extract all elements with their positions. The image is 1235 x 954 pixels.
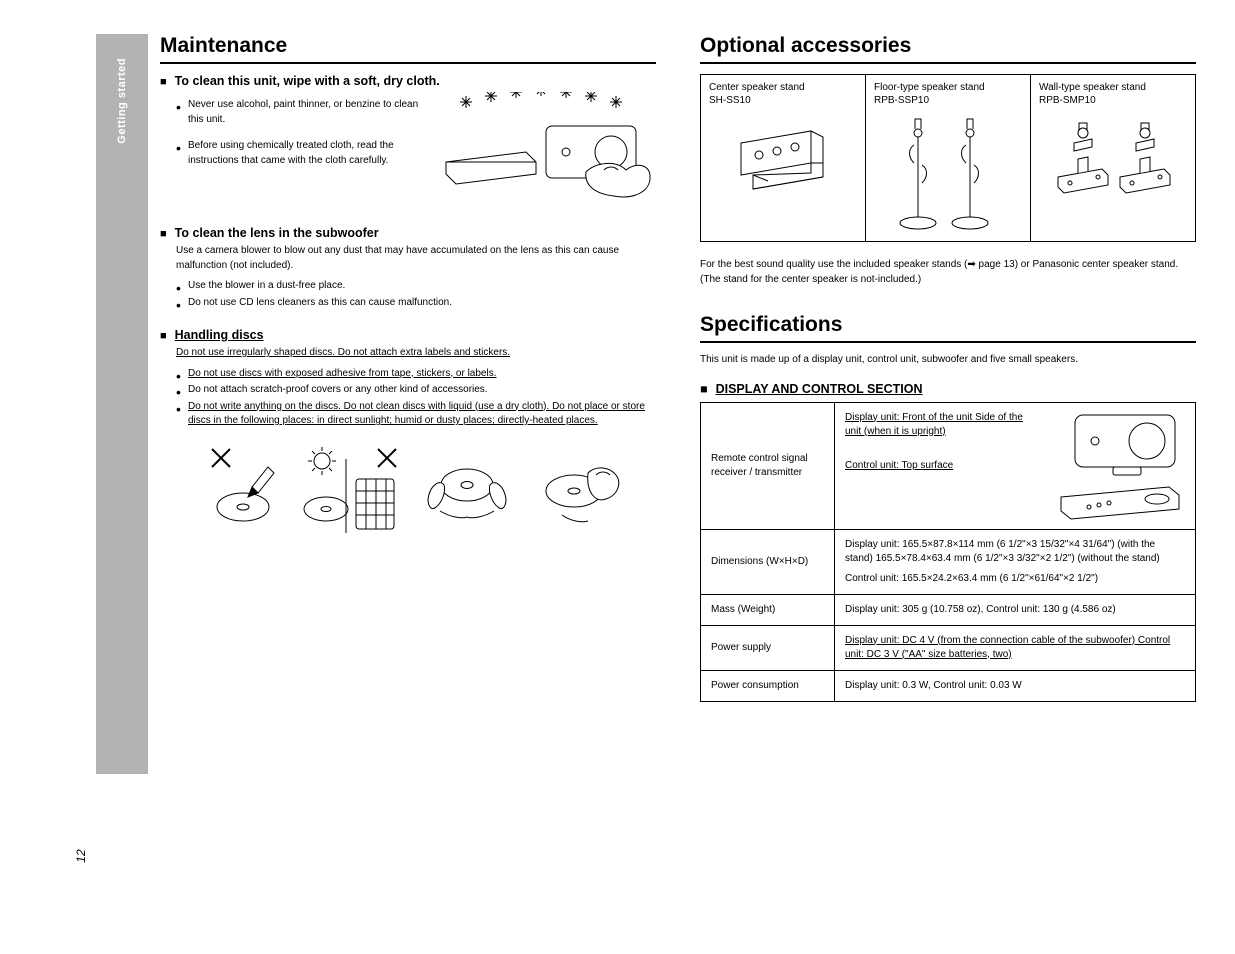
specs-subheading-text: DISPLAY AND CONTROL SECTION: [716, 382, 923, 396]
specs-table: Remote control signal receiver / transmi…: [700, 402, 1196, 702]
acc-1-label1: Center speaker stand: [709, 82, 805, 93]
acc-2-label2: RPB-SSP10: [874, 95, 929, 106]
bullet-square-icon: ■: [700, 382, 708, 396]
disc-illustrations: [176, 445, 656, 535]
specs-title: Specifications: [700, 313, 1196, 337]
left-column: Maintenance ■ To clean this unit, wipe w…: [160, 34, 656, 702]
acc-3-label1: Wall-type speaker stand: [1039, 82, 1146, 93]
title-rule-left: [160, 62, 656, 64]
maintenance-title: Maintenance: [160, 34, 656, 58]
spec-val-0: Display unit: Front of the unit Side of …: [835, 403, 1195, 529]
clean-lens-lead: Use a camera blower to blow out any dust…: [176, 244, 656, 273]
acc-1-label2: SH-SS10: [709, 95, 751, 106]
bullet-square-icon: ■: [160, 77, 167, 88]
spec-val-0-b: Control unit: Top surface: [845, 460, 953, 471]
center-stand-icon: [723, 113, 843, 223]
disc-no-write-icon: [208, 445, 278, 535]
spec-key-0: Remote control signal receiver / transmi…: [701, 403, 835, 529]
side-tab-label: Getting started: [116, 58, 128, 144]
spec-row-3: Power supply Display unit: DC 4 V (from …: [701, 626, 1195, 671]
spec-val-4: Display unit: 0.3 W, Control unit: 0.03 …: [835, 671, 1195, 701]
spec-val-1-b: Control unit: 165.5×24.2×63.4 mm (6 1/2"…: [845, 572, 1185, 586]
right-column: Optional accessories Center speaker stan…: [700, 34, 1196, 702]
bullet-square-icon: ■: [160, 229, 167, 240]
clean-lens-extra-2: Do not use CD lens cleaners as this can …: [176, 296, 656, 311]
spec-row-1: Dimensions (W×H×D) Display unit: 165.5×8…: [701, 530, 1195, 595]
accessory-cell-3: Wall-type speaker stand RPB-SMP10: [1031, 75, 1195, 241]
spec-key-1: Dimensions (W×H×D): [701, 530, 835, 594]
accessories-title: Optional accessories: [700, 34, 1196, 58]
spec-val-3: Display unit: DC 4 V (from the connectio…: [835, 626, 1195, 670]
disc-wipe-icon: [534, 445, 624, 535]
spec-val-1: Display unit: 165.5×87.8×114 mm (6 1/2"×…: [835, 530, 1195, 594]
floor-stand-icon: [888, 113, 1008, 233]
spec-key-4: Power consumption: [701, 671, 835, 701]
spec-val-2: Display unit: 305 g (10.758 oz), Control…: [835, 595, 1195, 625]
spec-key-2: Mass (Weight): [701, 595, 835, 625]
side-tab: Getting started: [96, 34, 148, 774]
discs-heading: ■ Handling discs: [160, 328, 656, 342]
spec-row-2: Mass (Weight) Display unit: 305 g (10.75…: [701, 595, 1195, 626]
disc-no-heat-icon: [300, 445, 400, 535]
clean-lens-heading: ■ To clean the lens in the subwoofer: [160, 226, 656, 240]
specs-intro: This unit is made up of a display unit, …: [700, 353, 1196, 368]
spec-val-1-a: Display unit: 165.5×87.8×114 mm (6 1/2"×…: [845, 538, 1185, 566]
clean-unit-bullet-1: Never use alcohol, paint thinner, or ben…: [176, 98, 656, 127]
display-control-illustration: [1045, 411, 1185, 521]
discs-lead: Do not use irregularly shaped discs. Do …: [176, 346, 656, 361]
discs-bullet-3: Do not write anything on the discs. Do n…: [176, 400, 656, 429]
discs-heading-text: Handling discs: [175, 328, 264, 342]
specs-subheading: ■ DISPLAY AND CONTROL SECTION: [700, 382, 1196, 396]
clean-unit-heading-text: To clean this unit, wipe with a soft, dr…: [175, 74, 440, 88]
disc-hold-icon: [422, 445, 512, 535]
accessory-cell-2: Floor-type speaker stand RPB-SSP10: [866, 75, 1031, 241]
clean-lens-heading-text: To clean the lens in the subwoofer: [175, 226, 379, 240]
spec-val-0-a: Display unit: Front of the unit Side of …: [845, 412, 1023, 437]
discs-bullet-2: Do not attach scratch-proof covers or an…: [176, 383, 656, 398]
accessories-table: Center speaker stand SH-SS10: [700, 74, 1196, 242]
title-rule-acc: [700, 62, 1196, 64]
discs-bullet-1: Do not use discs with exposed adhesive f…: [176, 367, 656, 382]
wall-stand-icon: [1048, 113, 1178, 213]
spec-key-3: Power supply: [701, 626, 835, 670]
clean-lens-extra-1: Use the blower in a dust-free place.: [176, 279, 656, 294]
bullet-square-icon: ■: [160, 331, 167, 342]
accessory-cell-1: Center speaker stand SH-SS10: [701, 75, 866, 241]
page-number: 12: [74, 841, 88, 871]
clean-unit-heading: ■ To clean this unit, wipe with a soft, …: [160, 74, 656, 88]
clean-unit-bullet-2: Before using chemically treated cloth, r…: [176, 139, 656, 168]
accessories-note: For the best sound quality use the inclu…: [700, 258, 1196, 287]
acc-2-label1: Floor-type speaker stand: [874, 82, 985, 93]
acc-3-label2: RPB-SMP10: [1039, 95, 1096, 106]
spec-row-4: Power consumption Display unit: 0.3 W, C…: [701, 671, 1195, 701]
title-rule-specs: [700, 341, 1196, 343]
spec-row-0: Remote control signal receiver / transmi…: [701, 403, 1195, 530]
